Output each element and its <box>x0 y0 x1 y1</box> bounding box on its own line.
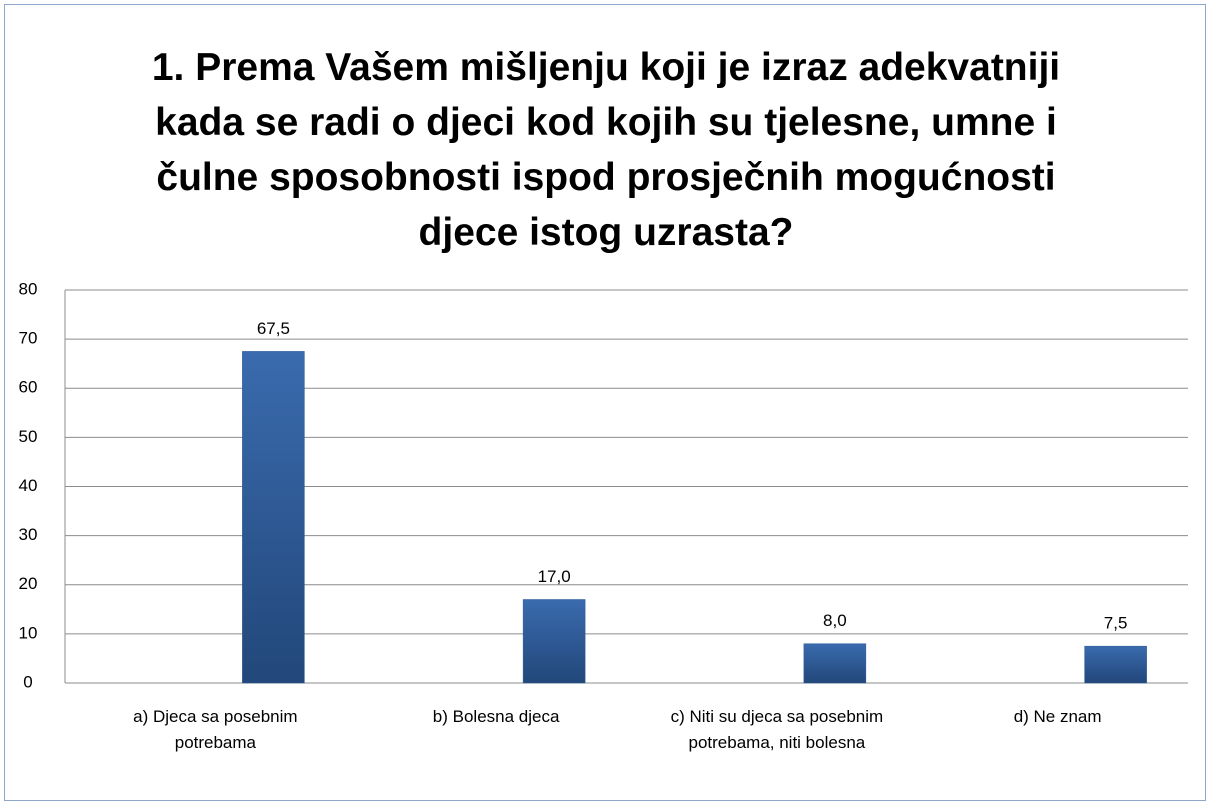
x-tick-label: b) Bolesna djeca <box>432 707 560 726</box>
y-tick-label: 10 <box>19 623 38 642</box>
y-tick-label: 60 <box>19 378 38 397</box>
x-tick-label: a) Djeca sa posebnim potrebama <box>133 707 298 752</box>
data-label: 7,5 <box>1104 614 1128 633</box>
y-tick-label: 80 <box>19 279 38 298</box>
x-tick-label: d) Ne znam <box>1013 707 1102 726</box>
bar <box>803 643 867 684</box>
data-label: 17,0 <box>538 567 571 586</box>
bar <box>522 599 586 684</box>
data-label: 8,0 <box>823 611 847 630</box>
x-tick-label: c) Niti su djeca sa posebnim potrebama, … <box>670 707 884 752</box>
y-tick-label: 50 <box>19 427 38 446</box>
data-label: 67,5 <box>257 319 290 338</box>
y-tick-label: 70 <box>19 329 38 348</box>
y-tick-label: 20 <box>19 574 38 593</box>
y-tick-label: 40 <box>19 476 38 495</box>
chart-title: 1. Prema Vašem mišljenju koji je izraz a… <box>151 46 1061 254</box>
y-tick-label: 0 <box>23 672 32 691</box>
chart-frame <box>4 4 1206 801</box>
bar <box>242 351 305 684</box>
bar <box>1084 645 1147 684</box>
y-tick-label: 30 <box>19 525 38 544</box>
